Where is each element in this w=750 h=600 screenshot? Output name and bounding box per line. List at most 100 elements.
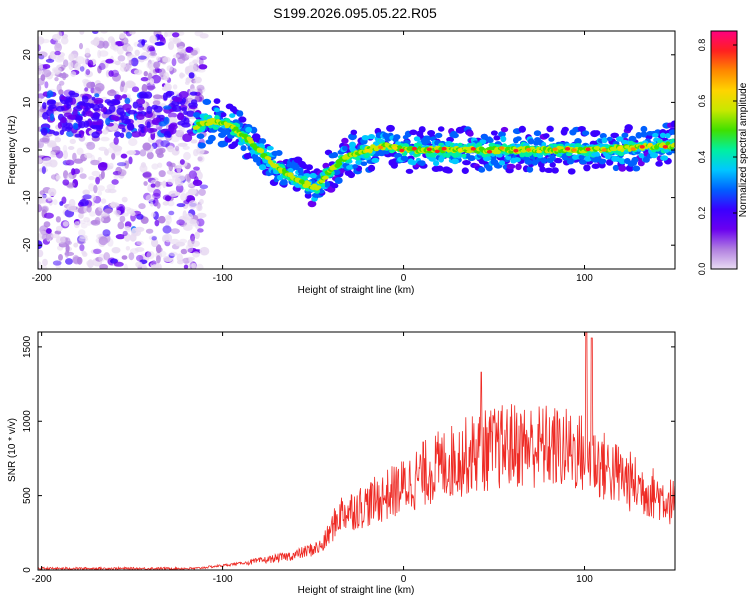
colorbar-tick-label: 0.4	[697, 151, 707, 164]
ridge-blob	[341, 137, 349, 144]
noise-blob	[148, 51, 157, 59]
noise-blob	[93, 97, 104, 104]
ridge-blob	[461, 167, 469, 174]
noise-blob	[131, 131, 142, 138]
noise-blob	[154, 41, 165, 46]
noise-blob	[38, 110, 42, 119]
noise-blob	[181, 107, 187, 112]
noise-blob	[174, 191, 181, 196]
ridge-blob	[660, 155, 669, 161]
figure-title: S199.2026.095.05.22.R05	[273, 5, 437, 21]
noise-blob	[149, 78, 155, 85]
noise-blob	[56, 83, 62, 93]
noise-blob	[125, 131, 132, 139]
ridge-blob	[543, 133, 550, 139]
noise-blob	[145, 194, 155, 202]
ridge-blob	[593, 130, 601, 136]
ridge-blob	[348, 133, 357, 141]
ridge-blob	[631, 156, 639, 164]
ridge-blob	[480, 133, 488, 140]
noise-blob	[38, 70, 45, 76]
noise-blob	[170, 135, 180, 143]
noise-blob	[122, 103, 132, 111]
noise-blob	[174, 180, 184, 187]
noise-blob	[133, 69, 143, 75]
ridge-blob	[371, 157, 380, 164]
noise-blob	[199, 55, 207, 61]
noise-blob	[168, 210, 175, 216]
noise-blob	[82, 189, 90, 195]
noise-blob	[163, 32, 168, 38]
noise-blob	[38, 204, 42, 213]
noise-blob	[162, 56, 171, 63]
ridge-blob	[616, 136, 624, 142]
noise-blob	[64, 251, 75, 256]
noise-blob	[87, 59, 94, 68]
ridge-blob	[531, 159, 538, 166]
top-y-axis: -20 -10 0 10 20	[22, 49, 675, 253]
noise-blob	[199, 184, 209, 190]
noise-blob	[105, 58, 114, 64]
ridge-peak	[585, 147, 591, 152]
noise-blob	[50, 151, 56, 158]
noise-blob	[38, 54, 45, 60]
y-tick-label: -20	[22, 238, 33, 253]
noise-blob	[55, 225, 63, 232]
noise-blob	[162, 180, 167, 189]
ridge-blob	[409, 129, 418, 136]
ridge-blob	[467, 155, 476, 162]
noise-blob	[180, 248, 188, 255]
noise-blob	[180, 193, 188, 201]
noise-blob	[109, 89, 116, 94]
noise-blob	[191, 240, 201, 247]
noise-blob	[188, 200, 198, 209]
noise-blob	[56, 236, 66, 244]
ridge-blob	[524, 159, 533, 165]
noise-blob	[164, 31, 175, 37]
ridge-blob	[271, 150, 279, 157]
x-tick-label: 0	[401, 273, 407, 284]
noise-blob	[128, 252, 135, 261]
noise-blob	[92, 37, 100, 47]
noise-blob	[77, 220, 87, 225]
colorbar-tick-label: 0.8	[697, 39, 707, 52]
noise-blob	[182, 133, 193, 142]
noise-blob	[116, 162, 127, 167]
noise-blob	[163, 116, 170, 125]
noise-blob	[84, 152, 93, 159]
ridge-blob	[214, 107, 220, 113]
ridge-blob	[233, 126, 239, 130]
noise-blob	[86, 141, 96, 150]
noise-blob	[112, 99, 121, 105]
noise-blob	[40, 265, 48, 269]
noise-blob	[176, 253, 183, 262]
ridge-peak	[392, 146, 398, 150]
noise-blob	[190, 139, 198, 144]
noise-blob	[65, 244, 70, 253]
noise-blob	[100, 198, 107, 204]
ridge-blob	[334, 169, 341, 175]
noise-blob	[197, 228, 204, 233]
noise-blob	[150, 48, 156, 56]
noise-blob	[45, 58, 55, 63]
noise-blob	[49, 113, 55, 122]
noise-blob	[55, 175, 61, 180]
noise-blob	[65, 159, 75, 166]
noise-blob	[117, 55, 126, 62]
ridge-blob	[418, 126, 426, 133]
ridge-blob	[331, 152, 339, 158]
ridge-peak	[647, 142, 653, 147]
bottom-x-axis-label: Height of straight line (km)	[298, 585, 415, 596]
noise-blob	[81, 95, 89, 103]
ridge-blob	[245, 126, 253, 133]
noise-blob	[56, 31, 63, 39]
noise-blob	[156, 255, 161, 264]
ridge-blob	[315, 185, 322, 190]
noise-blob	[49, 71, 59, 76]
noise-blob	[121, 94, 128, 99]
ridge-blob	[495, 149, 501, 155]
top-x-axis: -200 -100 0 100	[32, 31, 593, 284]
x-tick-label: 100	[576, 574, 593, 585]
noise-blob	[82, 252, 88, 257]
